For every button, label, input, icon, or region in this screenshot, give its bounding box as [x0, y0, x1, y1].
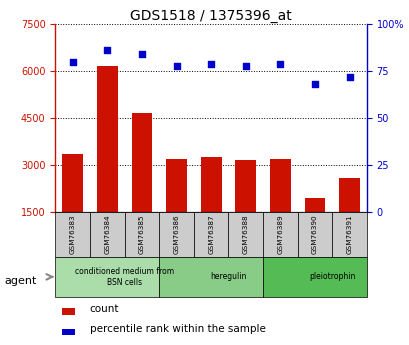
Bar	[270, 159, 290, 212]
Bar	[304, 198, 325, 212]
Point	[138, 51, 145, 57]
Text: GSM76389: GSM76389	[277, 215, 283, 254]
Point	[69, 59, 76, 65]
Point	[242, 63, 248, 68]
Bar	[61, 308, 74, 315]
Bar	[62, 154, 83, 212]
Bar	[200, 157, 221, 212]
Bar	[235, 160, 256, 212]
Point	[104, 48, 110, 53]
Point	[207, 61, 214, 66]
Title: GDS1518 / 1375396_at: GDS1518 / 1375396_at	[130, 9, 291, 23]
Point	[311, 81, 317, 87]
Text: GSM76383: GSM76383	[70, 215, 76, 254]
Bar	[193, 212, 228, 257]
Bar	[159, 212, 193, 257]
Bar	[332, 212, 366, 257]
Bar	[263, 212, 297, 257]
Text: pleiotrophin: pleiotrophin	[308, 272, 355, 282]
Point	[346, 74, 352, 80]
Text: GSM76387: GSM76387	[208, 215, 213, 254]
Point	[276, 61, 283, 66]
Text: GSM76388: GSM76388	[242, 215, 248, 254]
Bar	[228, 212, 263, 257]
Bar	[297, 212, 332, 257]
Bar	[90, 212, 124, 257]
Bar	[55, 257, 159, 297]
Bar	[55, 212, 90, 257]
Bar	[338, 178, 359, 212]
Bar	[61, 328, 74, 335]
Point	[173, 63, 180, 68]
Bar	[124, 212, 159, 257]
Bar	[166, 159, 187, 212]
Bar	[263, 257, 366, 297]
Text: GSM76391: GSM76391	[346, 215, 352, 254]
Text: agent: agent	[4, 276, 36, 286]
Text: heregulin: heregulin	[210, 272, 246, 282]
Text: GSM76384: GSM76384	[104, 215, 110, 254]
Bar	[159, 257, 263, 297]
Text: GSM76385: GSM76385	[139, 215, 144, 254]
Text: conditioned medium from
BSN cells: conditioned medium from BSN cells	[75, 267, 174, 287]
Bar	[131, 114, 152, 212]
Bar	[97, 67, 117, 212]
Text: GSM76386: GSM76386	[173, 215, 179, 254]
Text: count: count	[90, 304, 119, 314]
Text: percentile rank within the sample: percentile rank within the sample	[90, 324, 265, 334]
Text: GSM76390: GSM76390	[311, 215, 317, 254]
